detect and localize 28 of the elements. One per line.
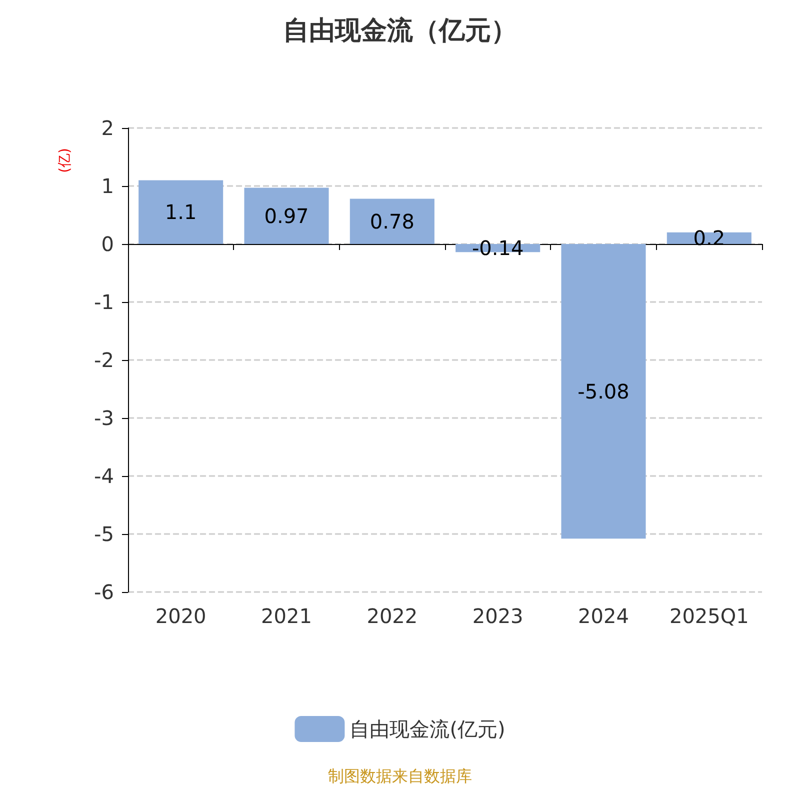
y-tick-label: -6 <box>94 580 114 604</box>
x-tick-label: 2023 <box>472 604 524 628</box>
x-tick-label: 2022 <box>366 604 418 628</box>
chart-title: 自由现金流（亿元） <box>283 16 517 46</box>
y-tick-label: 0 <box>101 232 114 256</box>
bar <box>561 244 646 539</box>
y-tick-label: -4 <box>94 464 114 488</box>
x-tick-label: 2024 <box>578 604 629 628</box>
x-tick-label: 2025Q1 <box>669 604 749 628</box>
data-label: 0.78 <box>370 209 414 234</box>
data-label: -0.14 <box>472 236 524 260</box>
y-tick-label: -5 <box>94 522 114 546</box>
bar <box>350 198 434 244</box>
x-tick-label: 2021 <box>261 604 312 628</box>
y-tick-label: -1 <box>94 290 114 314</box>
text: 制图数据来自数据库 <box>328 766 472 786</box>
y-tick-label: 1 <box>101 174 114 198</box>
y-axis-title: (亿) <box>57 148 73 173</box>
x-tick-label: 2020 <box>155 604 206 628</box>
y-tick-label: 2 <box>101 116 114 140</box>
y-tick-label: -2 <box>94 348 114 372</box>
bar <box>244 188 329 244</box>
data-label: 1.1 <box>164 200 197 224</box>
legend-label: 自由现金流(亿元) <box>350 717 506 741</box>
y-tick-label: -3 <box>94 406 114 430</box>
data-label: 0.97 <box>264 204 309 228</box>
bar <box>138 180 224 244</box>
data-label: -5.08 <box>578 379 630 404</box>
